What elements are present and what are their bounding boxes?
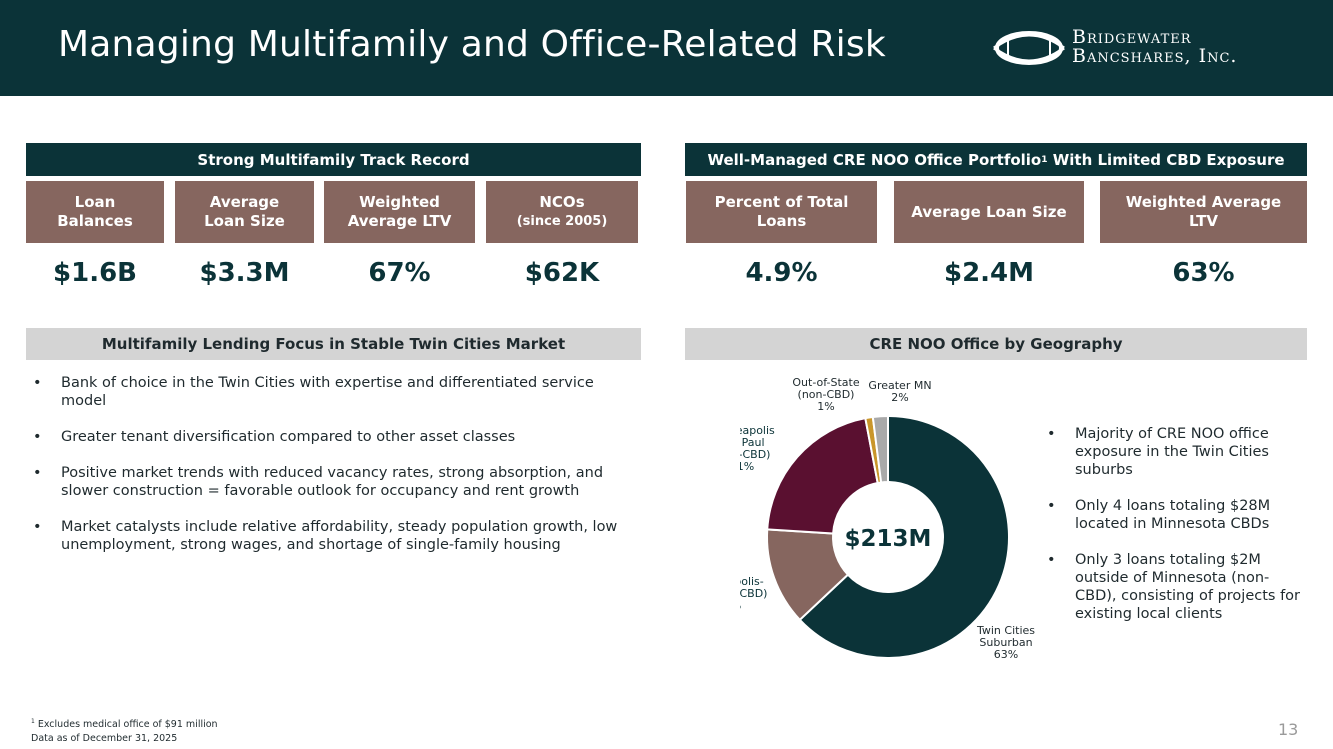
logo-emblem-icon	[993, 31, 1065, 65]
geography-bullets: Majority of CRE NOO office exposure in t…	[1040, 425, 1305, 641]
value-percent-of-total-loans: 4.9%	[745, 258, 818, 288]
bullet-item: Positive market trends with reduced vaca…	[26, 464, 626, 500]
bullet-item: Only 3 loans totaling $2M outside of Min…	[1040, 551, 1305, 623]
data-as-of: Data as of December 31, 2025	[31, 733, 178, 744]
metric-office-weighted-average-ltv: Weighted Average LTV	[1100, 181, 1307, 243]
donut-center-label: $213M	[845, 526, 932, 552]
metric-label: Percent of Total Loans	[714, 193, 849, 230]
metric-label: Average Loan Size	[911, 202, 1067, 221]
value-office-average-loan-size: $2.4M	[943, 258, 1035, 288]
value-average-loan-size: $3.3M	[199, 258, 290, 288]
bullet-item: Majority of CRE NOO office exposure in t…	[1040, 425, 1305, 479]
slice-greater-mn	[871, 414, 889, 484]
multifamily-track-record-bar: Strong Multifamily Track Record	[26, 143, 641, 176]
metric-label: Loan Balances	[57, 193, 133, 230]
metric-sublabel: (since 2005)	[516, 214, 608, 229]
value-office-weighted-average-ltv: 63%	[1172, 258, 1235, 288]
metric-office-average-loan-size: Average Loan Size	[894, 181, 1084, 243]
header-banner: Managing Multifamily and Office-Related …	[0, 0, 1333, 96]
metric-ncos: NCOs (since 2005)	[486, 181, 638, 243]
bullet-item: Only 4 loans totaling $28M located in Mi…	[1040, 497, 1305, 533]
office-portfolio-bar: Well-Managed CRE NOO Office Portfolio 1 W…	[685, 143, 1307, 176]
label-twin-cities-suburban: Twin Cities Suburban 63%	[976, 624, 1035, 661]
page-title: Managing Multifamily and Office-Related …	[58, 24, 886, 65]
lending-focus-bar: Multifamily Lending Focus in Stable Twin…	[26, 328, 641, 360]
bullet-item: Greater tenant diversification compared …	[26, 428, 626, 446]
company-logo: Bridgewater Bancshares, Inc.	[992, 26, 1272, 70]
metric-label: Average Loan Size	[204, 193, 285, 230]
metric-label: Weighted Average LTV	[347, 193, 452, 230]
logo-line-2: Bancshares, Inc.	[1072, 45, 1238, 67]
label-msp-non-cbd: Minneapolis-St. Paul(non-CBD)21%	[740, 424, 775, 473]
footnote: 1 Excludes medical office of $91 million	[31, 718, 218, 731]
metric-percent-of-total-loans: Percent of Total Loans	[686, 181, 877, 243]
logo-line-1: Bridgewater	[1072, 26, 1192, 48]
metric-average-loan-size: Average Loan Size	[175, 181, 314, 243]
slice-twin-cities-suburban	[798, 414, 1010, 659]
value-weighted-average-ltv: 67%	[368, 258, 431, 288]
metric-weighted-average-ltv: Weighted Average LTV	[324, 181, 475, 243]
bullet-item: Market catalysts include relative afford…	[26, 518, 626, 554]
metric-label: Weighted Average LTV	[1125, 193, 1282, 230]
slice-msp-non-cbd	[766, 416, 879, 535]
label-msp-cbd: Minneapolis-St. Paul (CBD)13%	[740, 575, 767, 612]
label-out-of-state: Out-of-State (non-CBD) 1%	[792, 376, 859, 413]
label-greater-mn: Greater MN 2%	[868, 379, 931, 404]
page-number: 13	[1278, 720, 1299, 739]
metric-label: NCOs	[539, 193, 585, 211]
bullet-item: Bank of choice in the Twin Cities with e…	[26, 374, 626, 410]
value-loan-balances: $1.6B	[53, 258, 137, 288]
metric-loan-balances: Loan Balances	[26, 181, 164, 243]
geography-bar: CRE NOO Office by Geography	[685, 328, 1307, 360]
lending-focus-bullets: Bank of choice in the Twin Cities with e…	[26, 374, 626, 572]
value-ncos: $62K	[524, 258, 600, 288]
